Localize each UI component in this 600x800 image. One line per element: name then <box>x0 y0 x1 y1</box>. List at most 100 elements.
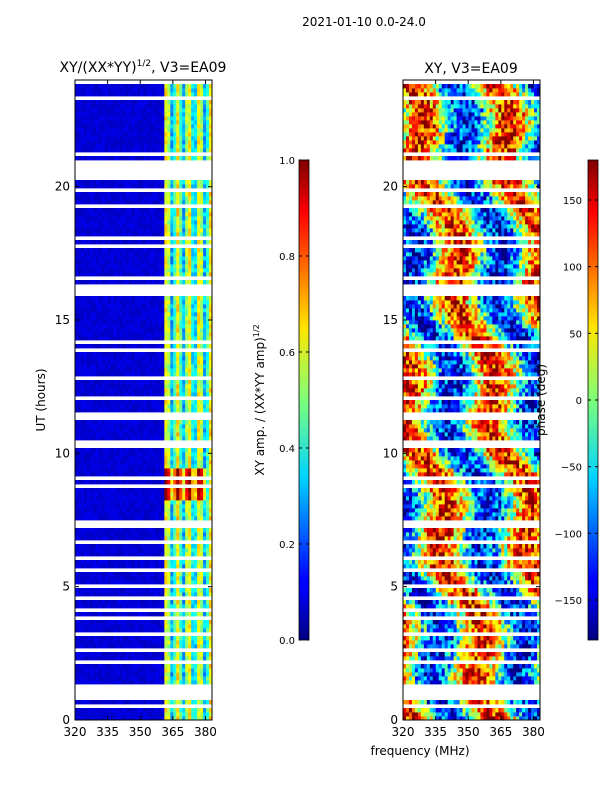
heatmap-cell <box>206 508 210 513</box>
heatmap-cell <box>167 368 171 373</box>
heatmap-cell <box>176 572 180 577</box>
heatmap-cell <box>152 388 156 393</box>
heatmap-cell <box>203 312 207 317</box>
heatmap-cell <box>191 544 195 549</box>
heatmap-cell <box>98 552 103 557</box>
heatmap-cell <box>146 464 150 469</box>
heatmap-cell <box>140 588 144 593</box>
heatmap-cell <box>80 700 85 705</box>
heatmap-cell <box>122 600 127 605</box>
heatmap-cell <box>146 216 150 221</box>
heatmap-cell <box>104 624 109 629</box>
heatmap-cell <box>164 124 168 129</box>
heatmap-cell <box>128 252 132 257</box>
heatmap-cell <box>104 628 109 633</box>
heatmap-cell <box>116 612 121 617</box>
heatmap-cell <box>131 184 135 189</box>
heatmap-cell <box>75 532 79 537</box>
heatmap-cell <box>164 200 168 205</box>
heatmap-cell <box>179 516 183 521</box>
heatmap-cell <box>119 452 124 457</box>
heatmap-cell <box>80 296 85 301</box>
heatmap-cell <box>155 252 159 257</box>
heatmap-cell <box>191 224 195 229</box>
heatmap-cell <box>194 424 198 429</box>
heatmap-cell <box>185 528 189 533</box>
heatmap-cell <box>203 344 207 349</box>
heatmap-cell <box>92 668 97 673</box>
heatmap-cell <box>167 628 171 633</box>
heatmap-cell <box>155 384 159 389</box>
heatmap-cell <box>107 512 112 517</box>
heatmap-cell <box>119 128 124 133</box>
heatmap-cell <box>209 240 213 245</box>
heatmap-cell <box>182 316 186 321</box>
heatmap-cell <box>116 228 121 233</box>
heatmap-cell <box>98 184 103 189</box>
heatmap-cell <box>149 304 153 309</box>
heatmap-cell <box>101 432 106 437</box>
heatmap-cell <box>182 328 186 333</box>
heatmap-cell <box>194 352 198 357</box>
heatmap-cell <box>203 480 207 485</box>
heatmap-cell <box>89 184 94 189</box>
heatmap-cell <box>140 320 144 325</box>
heatmap-cell <box>116 664 121 669</box>
heatmap-cell <box>182 564 186 569</box>
heatmap-cell <box>92 228 97 233</box>
heatmap-cell <box>170 408 174 413</box>
heatmap-cell <box>146 140 150 145</box>
heatmap-cell <box>191 304 195 309</box>
heatmap-cell <box>197 636 201 641</box>
heatmap-cell <box>185 124 189 129</box>
heatmap-cell <box>179 612 183 617</box>
heatmap-cell <box>95 268 100 273</box>
heatmap-cell <box>200 124 204 129</box>
heatmap-cell <box>107 656 112 661</box>
heatmap-cell <box>125 224 130 229</box>
heatmap-cell <box>188 300 192 305</box>
heatmap-cell <box>194 400 198 405</box>
heatmap-cell <box>101 228 106 233</box>
heatmap-cell <box>77 528 82 533</box>
heatmap-cell <box>113 472 118 477</box>
heatmap-cell <box>191 212 195 217</box>
heatmap-cell <box>113 452 118 457</box>
heatmap-cell <box>146 356 150 361</box>
heatmap-cell <box>83 356 88 361</box>
heatmap-cell <box>203 156 207 161</box>
heatmap-cell <box>137 712 141 717</box>
heatmap-cell <box>134 136 138 141</box>
heatmap-cell <box>191 248 195 253</box>
heatmap-cell <box>104 652 109 657</box>
heatmap-cell <box>152 352 156 357</box>
heatmap-cell <box>158 480 162 485</box>
heatmap-cell <box>131 296 135 301</box>
heatmap-cell <box>146 460 150 465</box>
heatmap-cell <box>209 432 213 437</box>
heatmap-cell <box>176 420 180 425</box>
heatmap-cell <box>164 384 168 389</box>
heatmap-cell <box>152 260 156 265</box>
heatmap-cell <box>155 240 159 245</box>
heatmap-cell <box>134 368 138 373</box>
heatmap-cell <box>182 576 186 581</box>
heatmap-cell <box>104 316 109 321</box>
heatmap-cell <box>107 336 112 341</box>
heatmap-cell <box>149 228 153 233</box>
heatmap-cell <box>209 496 213 501</box>
heatmap-cell <box>203 460 207 465</box>
heatmap-cell <box>200 628 204 633</box>
heatmap-cell <box>143 548 147 553</box>
heatmap-cell <box>206 640 210 645</box>
heatmap-cell <box>191 712 195 717</box>
heatmap-cell <box>152 680 156 685</box>
heatmap-cell <box>89 512 94 517</box>
heatmap-cell <box>155 128 159 133</box>
heatmap-cell <box>188 224 192 229</box>
heatmap-cell <box>110 672 115 677</box>
heatmap-cell <box>125 400 130 405</box>
heatmap-cell <box>194 380 198 385</box>
heatmap-cell <box>170 136 174 141</box>
heatmap-cell <box>149 344 153 349</box>
